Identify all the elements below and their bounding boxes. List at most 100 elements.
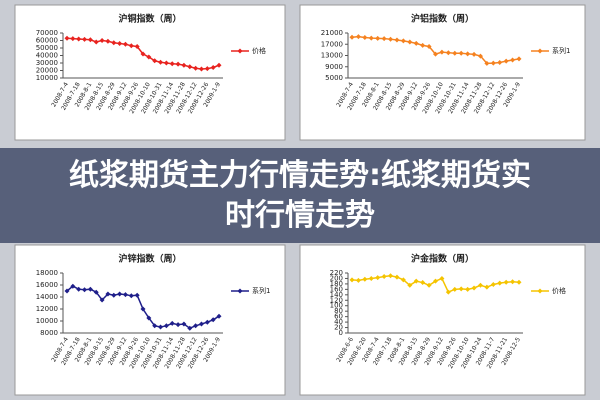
- point: [368, 275, 374, 281]
- point: [394, 274, 400, 280]
- point: [388, 273, 394, 279]
- legend-label: 价格: [252, 46, 266, 55]
- point: [413, 40, 419, 46]
- y-tick-label: 8000: [40, 329, 58, 337]
- point: [355, 277, 361, 283]
- legend-marker: [537, 288, 543, 294]
- point: [64, 288, 70, 294]
- point: [503, 58, 509, 64]
- point: [158, 324, 164, 330]
- point: [355, 34, 361, 40]
- point: [381, 36, 387, 42]
- point: [169, 61, 175, 67]
- chart-title: 沪锌指数（周）: [118, 253, 181, 265]
- point: [510, 57, 516, 63]
- point: [122, 41, 128, 47]
- y-tick-label: 12000: [36, 305, 58, 313]
- point: [181, 321, 187, 327]
- point: [105, 38, 111, 44]
- point: [426, 282, 432, 288]
- point: [407, 39, 413, 45]
- y-tick-label: 20000: [36, 67, 58, 75]
- chart-title: 沪铝指数（周）: [411, 13, 474, 25]
- point: [407, 282, 413, 288]
- y-tick-label: 30000: [36, 59, 58, 67]
- point: [216, 62, 222, 68]
- point: [158, 59, 164, 65]
- point: [70, 36, 76, 42]
- chart-title: 沪金指数（周）: [411, 253, 474, 265]
- y-tick-label: 70000: [36, 29, 58, 37]
- y-tick-label: 40000: [36, 52, 58, 60]
- point: [122, 292, 128, 298]
- chart-panel: 沪金指数（周）020406080100120140160180200220200…: [299, 244, 586, 396]
- point: [400, 38, 406, 44]
- point: [193, 65, 199, 71]
- legend-label: 系列1: [552, 46, 570, 55]
- point: [140, 306, 146, 312]
- point: [490, 60, 496, 66]
- y-tick-label: 20: [334, 324, 343, 332]
- point: [117, 291, 123, 297]
- point: [111, 292, 117, 298]
- panel-background: [14, 4, 286, 141]
- point: [111, 40, 117, 46]
- point: [465, 286, 471, 292]
- point: [198, 321, 204, 327]
- panel-background: [299, 4, 586, 141]
- y-tick-label: 40: [334, 318, 343, 326]
- point: [477, 282, 483, 288]
- point: [152, 58, 158, 64]
- y-tick-label: 13000: [321, 52, 343, 60]
- point: [87, 286, 93, 292]
- y-tick-label: 16000: [36, 281, 58, 289]
- y-tick-label: 50000: [36, 44, 58, 52]
- point: [362, 35, 368, 40]
- point: [375, 35, 381, 41]
- point: [169, 320, 175, 326]
- point: [70, 283, 76, 289]
- y-tick-label: 100: [330, 302, 343, 310]
- point: [471, 285, 477, 291]
- point: [210, 65, 216, 70]
- point: [413, 278, 419, 284]
- chart-panel: 沪锌指数（周）800010000120001400016000180002008…: [14, 244, 286, 396]
- point: [146, 54, 152, 60]
- point: [471, 51, 477, 57]
- y-tick-label: 80: [334, 307, 343, 315]
- point: [134, 44, 140, 49]
- legend-marker: [537, 48, 543, 54]
- y-tick-label: 5000: [325, 74, 343, 82]
- point: [439, 275, 445, 281]
- point: [193, 323, 199, 329]
- point: [187, 64, 193, 70]
- y-tick-label: 14000: [36, 293, 58, 301]
- y-tick-label: 17000: [321, 40, 343, 48]
- y-tick-label: 18000: [36, 269, 58, 277]
- point: [99, 297, 105, 303]
- legend-label: 系列1: [252, 286, 270, 295]
- point: [458, 50, 464, 56]
- point: [216, 313, 222, 319]
- y-tick-label: 10000: [36, 317, 58, 325]
- point: [497, 280, 503, 286]
- y-tick-label: 180: [330, 280, 343, 288]
- point: [510, 279, 516, 285]
- point: [82, 287, 88, 293]
- point: [381, 274, 387, 280]
- point: [163, 60, 169, 66]
- point: [433, 51, 438, 57]
- point: [87, 37, 93, 43]
- chart-title: 沪铜指数（周）: [118, 13, 181, 25]
- point: [420, 280, 426, 286]
- point: [375, 275, 381, 281]
- point: [128, 43, 134, 49]
- point: [128, 293, 134, 299]
- point: [433, 278, 438, 284]
- point: [484, 284, 490, 290]
- point: [426, 44, 432, 49]
- point: [516, 279, 522, 285]
- y-tick-label: 0: [339, 329, 343, 337]
- point: [503, 279, 509, 285]
